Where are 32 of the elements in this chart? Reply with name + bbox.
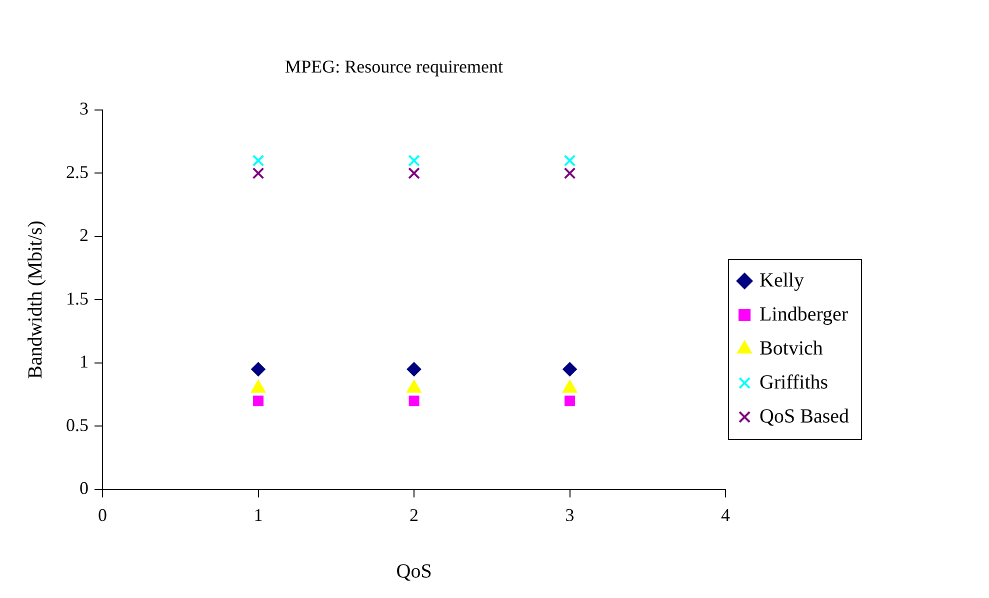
legend-label: Griffiths	[760, 371, 828, 394]
legend-label: QoS Based	[760, 405, 850, 428]
x-tick-label: 2	[410, 504, 419, 525]
x-tick-label: 0	[98, 504, 107, 525]
y-tick-label: 1	[80, 352, 88, 372]
x-tick-label: 1	[254, 504, 263, 525]
point	[408, 167, 420, 180]
legend-label: Botvich	[760, 337, 823, 360]
y-tick-label: 2	[80, 225, 88, 246]
x-axis-title: QoS	[396, 560, 432, 582]
y-tick-label: 1.5	[66, 288, 88, 308]
point	[564, 154, 576, 167]
x-tick-label: 4	[721, 504, 730, 525]
point	[562, 362, 577, 376]
y-tick-label: 0.5	[66, 414, 88, 435]
y-tick-label: 2.5	[66, 162, 88, 182]
y-tick-label: 3	[80, 98, 88, 119]
point	[252, 167, 264, 180]
y-tick-label: 0	[80, 478, 88, 498]
point	[253, 396, 264, 406]
point	[251, 362, 266, 376]
y-axis-title: Bandwidth (Mbit/s)	[24, 220, 46, 379]
point	[408, 396, 420, 406]
legend-label: Lindberger	[760, 303, 848, 326]
point	[564, 396, 576, 406]
point	[252, 154, 264, 167]
legend-label: Kelly	[760, 269, 804, 292]
x-tick-label: 3	[565, 504, 574, 525]
point	[564, 167, 576, 180]
point	[408, 154, 420, 167]
point	[407, 362, 422, 376]
chart-title: MPEG: Resource requirement	[285, 56, 504, 77]
